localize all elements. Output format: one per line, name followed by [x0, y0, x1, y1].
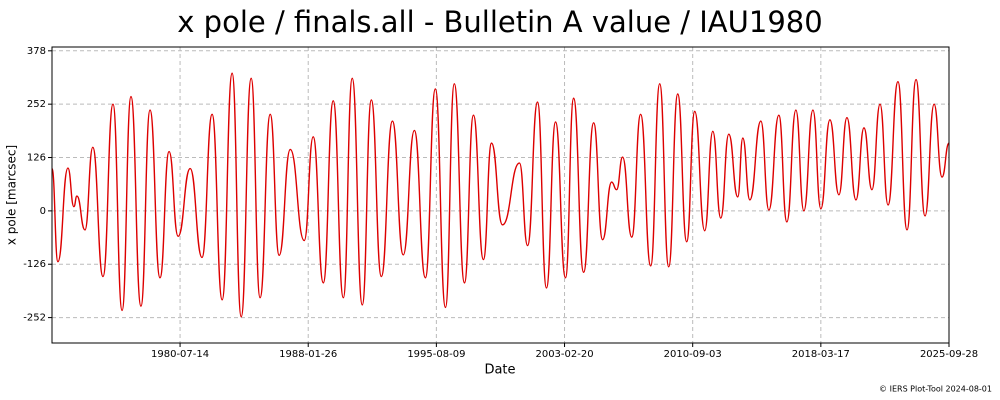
x-tick-label: 1995-08-09	[407, 349, 465, 360]
x-tick-label: 2010-09-03	[664, 349, 722, 360]
plot-area: -252 -126 0 126 252 378 1980-07-14 1988-01-26 19…	[23, 46, 978, 360]
x-tick-label: 2025-09-28	[920, 349, 978, 360]
x-tick-label: 1988-01-26	[279, 349, 337, 360]
footer: © IERS Plot-Tool 2024-08-01	[879, 385, 992, 394]
plot-frame	[51, 46, 950, 344]
x-tick-label: 1980-07-14	[151, 349, 209, 360]
y-tick-label: 0	[40, 206, 46, 217]
y-tick-label: -126	[23, 259, 46, 270]
x-tick-label: 2003-02-20	[535, 349, 593, 360]
chart-title: x pole / finals.all - Bulletin A value /…	[177, 5, 822, 39]
y-tick-label: 126	[27, 153, 46, 164]
x-axis-label: Date	[484, 363, 515, 378]
y-tick-label: 378	[27, 46, 46, 57]
data-line	[51, 72, 950, 318]
y-tick-label: -252	[23, 313, 46, 324]
y-axis-label: x pole [marcsec]	[5, 145, 19, 245]
y-tick-label: 252	[27, 99, 46, 110]
x-tick-label: 2018-03-17	[792, 349, 850, 360]
